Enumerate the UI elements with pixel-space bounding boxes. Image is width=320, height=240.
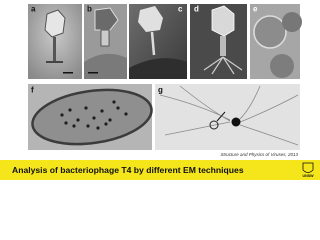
panel-label: d: [194, 5, 199, 14]
micrograph-b: b: [84, 4, 127, 79]
micrograph-e: e: [250, 4, 302, 79]
panel-label: e: [253, 5, 258, 14]
micrograph-a: a: [28, 4, 82, 79]
slide: a b c d e: [0, 4, 320, 180]
slide-title: Analysis of bacteriophage T4 by differen…: [12, 165, 244, 175]
micrograph-g: g: [155, 84, 300, 150]
panel-label: f: [31, 86, 34, 95]
logo: UNSW: [300, 162, 316, 178]
micrograph-d: d: [190, 4, 247, 79]
micrograph-c: c: [129, 4, 187, 79]
source-caption: Structure and Physics of Viruses, 2013: [221, 152, 299, 157]
panel-label: g: [158, 86, 163, 95]
micrograph-f: f: [28, 84, 153, 150]
panel-label: c: [178, 5, 183, 14]
panel-label: b: [87, 5, 92, 14]
logo-text: UNSW: [303, 174, 315, 178]
title-bar: [0, 160, 320, 180]
panel-label: a: [31, 5, 36, 14]
